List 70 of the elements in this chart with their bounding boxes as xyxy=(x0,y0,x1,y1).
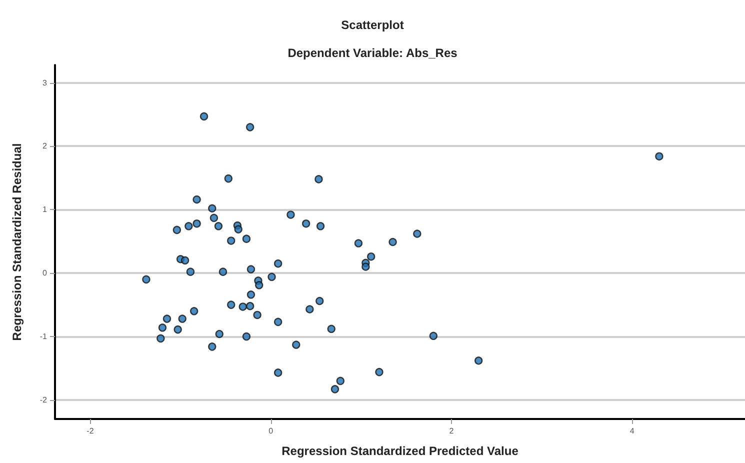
point xyxy=(180,256,190,264)
point xyxy=(413,230,422,238)
y-tick-label: 0 xyxy=(42,268,48,278)
point xyxy=(214,222,223,230)
point xyxy=(375,368,384,376)
point xyxy=(253,310,262,320)
point xyxy=(215,330,224,338)
point xyxy=(242,234,251,243)
point xyxy=(242,332,251,341)
point xyxy=(224,174,233,183)
point xyxy=(327,324,336,334)
y-tick-label: -2 xyxy=(40,395,48,404)
x-tick-label: -2 xyxy=(86,426,94,436)
x-tick-label: 0 xyxy=(268,426,274,436)
point xyxy=(274,259,282,268)
point xyxy=(218,268,228,276)
x-tick-label: 4 xyxy=(630,426,635,436)
point xyxy=(388,238,397,246)
point xyxy=(474,356,483,365)
point xyxy=(292,340,300,349)
point xyxy=(316,296,324,306)
point xyxy=(246,265,256,274)
point xyxy=(190,307,198,316)
y-axis-title: Regression Standardized Residual xyxy=(10,143,24,341)
point xyxy=(174,325,182,334)
point xyxy=(367,252,376,261)
point xyxy=(429,332,438,340)
point xyxy=(158,324,167,332)
point xyxy=(655,152,664,160)
point xyxy=(268,272,276,281)
point xyxy=(192,195,201,204)
point xyxy=(246,290,256,299)
point xyxy=(302,220,310,228)
point xyxy=(208,204,216,212)
y-tick-label: 1 xyxy=(42,205,48,214)
chart-title: Scatterplot xyxy=(341,18,404,32)
point xyxy=(172,226,182,234)
point xyxy=(186,268,195,276)
point xyxy=(255,281,264,290)
point xyxy=(314,175,323,184)
point xyxy=(178,314,186,323)
x-axis-title: Regression Standardized Predicted Value xyxy=(282,444,519,458)
point xyxy=(336,376,344,386)
chart-subtitle: Dependent Variable: Abs_Res xyxy=(288,46,458,60)
point xyxy=(274,368,282,377)
point xyxy=(354,239,363,248)
point xyxy=(234,225,242,234)
point xyxy=(142,275,150,284)
point xyxy=(238,302,247,311)
point xyxy=(192,220,201,228)
point xyxy=(246,302,254,310)
point xyxy=(316,222,325,230)
point xyxy=(286,210,295,219)
point xyxy=(227,236,236,245)
point xyxy=(227,300,236,309)
point xyxy=(208,342,216,351)
point xyxy=(162,314,172,323)
point xyxy=(210,214,218,222)
x-tick-label: 2 xyxy=(449,426,454,436)
y-tick-label: 3 xyxy=(42,78,48,88)
point xyxy=(330,385,340,394)
point xyxy=(184,222,193,230)
point xyxy=(362,262,370,271)
point xyxy=(200,112,208,120)
point xyxy=(274,318,282,326)
point xyxy=(156,334,165,343)
y-tick-label: 2 xyxy=(42,142,48,151)
point xyxy=(306,305,314,314)
y-tick-label: -1 xyxy=(40,332,48,342)
point xyxy=(246,123,254,132)
